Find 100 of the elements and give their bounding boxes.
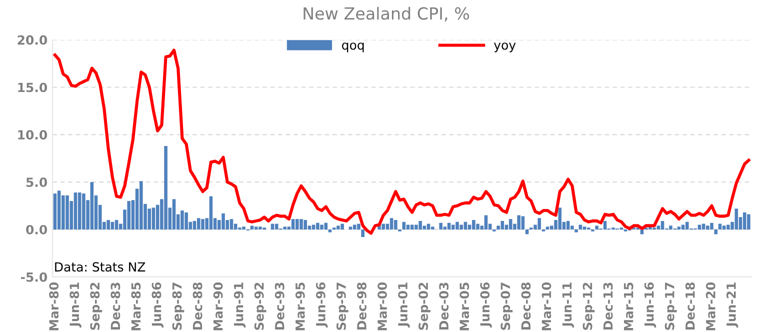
bar — [274, 224, 278, 230]
bar — [558, 208, 562, 230]
bar — [574, 229, 578, 232]
y-tick-label: -5.0 — [20, 272, 48, 282]
bar — [476, 224, 480, 230]
x-tick-label: Dec-93 — [274, 282, 284, 330]
x-tick-label: Sep-92 — [254, 282, 266, 330]
bar — [74, 192, 78, 230]
bar — [578, 224, 582, 230]
bar — [140, 181, 143, 230]
bar — [172, 199, 176, 230]
bar — [340, 224, 344, 230]
bar — [106, 220, 110, 230]
bar — [357, 224, 360, 230]
x-tick-label: Mar-15 — [624, 282, 634, 330]
x-tick-label: Mar-10 — [542, 282, 552, 330]
bar — [57, 190, 61, 230]
x-tick-label: Dec-13 — [603, 282, 613, 330]
bar — [180, 210, 184, 230]
bar — [283, 226, 286, 230]
x-tick-label: Jun-91 — [234, 282, 246, 328]
bar — [312, 224, 316, 230]
x-tick-label: Jun-81 — [70, 282, 82, 328]
annotation: Data: Stats NZ — [55, 262, 146, 272]
bar — [402, 222, 406, 230]
x-tick-label: Mar-85 — [131, 282, 141, 330]
chart-title: New Zealand CPI, % — [304, 6, 470, 22]
x-tick-label: Dec-18 — [685, 282, 695, 330]
bar — [192, 220, 196, 230]
x-tick-label: Mar-90 — [213, 282, 223, 330]
bar — [406, 224, 410, 230]
x-tick-label: Dec-08 — [521, 282, 531, 330]
bar — [677, 226, 681, 230]
bar — [521, 216, 525, 230]
bar — [742, 212, 746, 230]
bar — [484, 215, 488, 230]
bar — [184, 212, 188, 230]
bar — [53, 193, 57, 230]
bar — [66, 195, 69, 230]
x-tick-label: Jun-11 — [562, 282, 574, 328]
x-tick-label: Dec-03 — [439, 282, 449, 330]
bar — [196, 218, 200, 230]
bar — [722, 226, 726, 230]
bar — [710, 222, 714, 230]
x-tick-label: Mar-95 — [295, 282, 305, 330]
x-tick-label: Dec-98 — [357, 282, 366, 330]
bar — [603, 220, 607, 230]
bar — [242, 226, 246, 230]
bar — [456, 222, 459, 230]
bar — [316, 222, 320, 230]
bar — [447, 222, 451, 230]
bar — [443, 226, 447, 230]
bar — [500, 220, 504, 230]
bar — [460, 224, 463, 230]
bar — [110, 222, 114, 230]
bar — [681, 224, 685, 230]
x-tick-label: Sep-07 — [500, 282, 513, 330]
y-tick-label: 5.0 — [26, 178, 48, 187]
x-tick-label: Mar-20 — [706, 282, 716, 330]
y-tick-label: 10.0 — [18, 130, 48, 140]
bar — [201, 219, 204, 230]
x-tick-label: Sep-17 — [664, 282, 677, 330]
bar — [254, 226, 258, 230]
bar — [250, 226, 254, 230]
bar — [747, 214, 750, 230]
bar — [726, 224, 730, 230]
x-tick-label: Sep-02 — [418, 282, 430, 330]
x-tick-label: Sep-97 — [336, 282, 348, 330]
bar — [258, 226, 262, 230]
bar — [418, 220, 422, 230]
bar — [296, 219, 299, 230]
bar — [90, 182, 94, 230]
legend-label: qoq — [342, 42, 364, 52]
bar — [734, 208, 738, 230]
bar — [324, 222, 328, 230]
bar — [209, 196, 213, 230]
x-tick-label: Sep-87 — [172, 282, 184, 330]
bar — [328, 229, 332, 232]
bar — [451, 224, 455, 230]
x-tick-label: Sep-12 — [582, 282, 595, 330]
bar — [361, 229, 364, 238]
bar — [472, 220, 476, 230]
bar — [714, 229, 718, 234]
bar — [546, 226, 550, 230]
bar — [669, 226, 672, 230]
bar — [439, 222, 442, 230]
bar — [566, 220, 570, 230]
bar — [410, 224, 414, 230]
bar — [114, 220, 118, 230]
bar — [464, 222, 468, 230]
bar — [517, 215, 520, 230]
x-tick-label: Jun-01 — [398, 282, 410, 328]
bar — [698, 224, 702, 230]
y-tick-label: 0.0 — [26, 224, 48, 234]
bar — [300, 219, 303, 230]
bar — [152, 208, 156, 230]
x-tick-label: Jun-86 — [152, 282, 164, 328]
x-tick-label: Sep-82 — [90, 282, 102, 330]
x-tick-label: Mar-00 — [378, 282, 387, 330]
x-tick-label: Mar-80 — [49, 282, 59, 330]
